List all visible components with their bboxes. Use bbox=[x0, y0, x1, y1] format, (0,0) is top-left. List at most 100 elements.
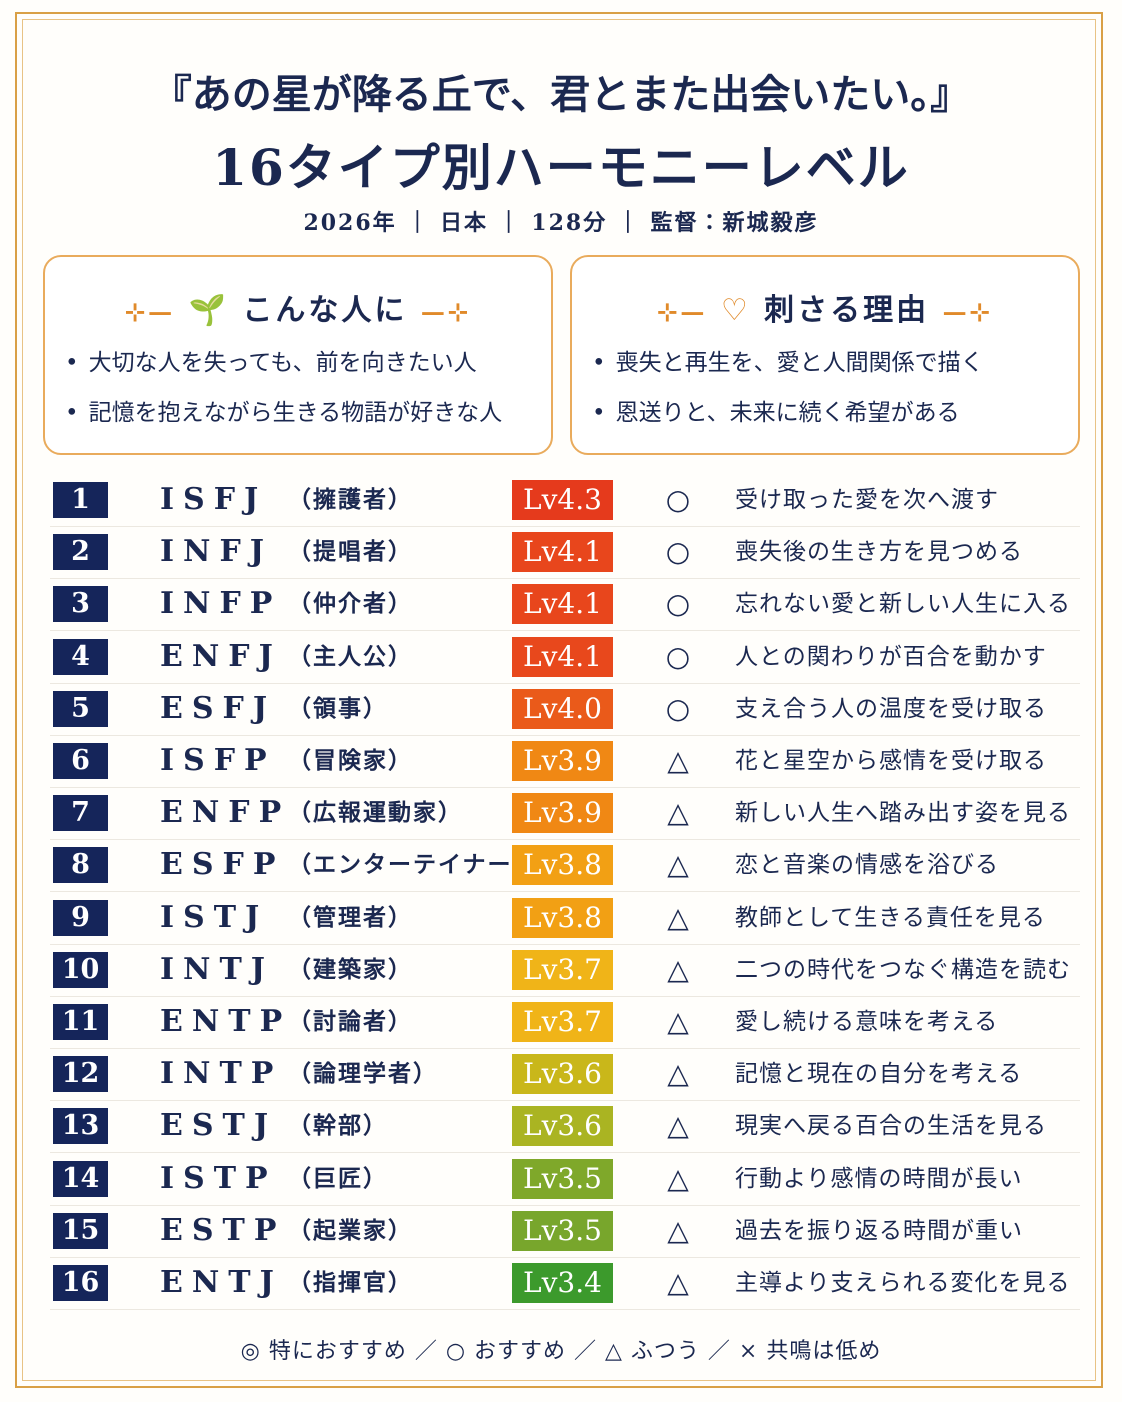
rating-mark: △ bbox=[667, 1057, 689, 1091]
ranking-row: 14 ISTP （巨匠） Lv3.5 △ 行動より感情の時間が長い bbox=[50, 1153, 1080, 1206]
type-code: ISTJ bbox=[160, 899, 269, 935]
type-role: （建築家） bbox=[288, 955, 413, 983]
level-badge: Lv4.1 bbox=[512, 532, 613, 573]
level-badge: Lv3.5 bbox=[512, 1158, 613, 1199]
box-item: 喪失と再生を、愛と人間関係で描く bbox=[592, 343, 984, 393]
rank-badge: 1 bbox=[53, 482, 108, 518]
frame-inner bbox=[22, 19, 1096, 1381]
type-code: INTP bbox=[160, 1056, 283, 1092]
type-code: INFP bbox=[160, 586, 282, 622]
rank-badge: 16 bbox=[53, 1265, 108, 1301]
level-badge: Lv3.7 bbox=[512, 949, 613, 990]
type-role: （指揮官） bbox=[288, 1269, 413, 1296]
rank-badge: 2 bbox=[53, 534, 108, 571]
type-code: INTJ bbox=[160, 951, 274, 987]
comment: 行動より感情の時間が長い bbox=[735, 1165, 1023, 1192]
comment: 支え合う人の温度を受け取る bbox=[735, 695, 1047, 722]
type-role: （擁護者） bbox=[288, 486, 413, 513]
comment: 二つの時代をつなぐ構造を読む bbox=[735, 956, 1071, 983]
level-badge: Lv4.1 bbox=[512, 584, 613, 625]
type-code: ESFJ bbox=[160, 690, 277, 726]
rank-badge: 6 bbox=[53, 743, 108, 779]
rating-mark: △ bbox=[667, 952, 689, 986]
ranking-row: 6 ISFP （冒険家） Lv3.9 △ 花と星空から感情を受け取る bbox=[50, 735, 1080, 788]
box: ⊹— 🌱 こんな人に —⊹ 大切な人を失っても、前を向きたい人 記憶を抱えながら… bbox=[43, 255, 553, 455]
ranking-row: 4 ENFJ （主人公） Lv4.1 ○ 人との関わりが百合を動かす bbox=[50, 631, 1080, 684]
comment: 教師として生きる責任を見る bbox=[735, 904, 1046, 931]
comment: 新しい人生へ踏み出す姿を見る bbox=[735, 800, 1071, 827]
ranking-row: 11 ENTP （討論者） Lv3.7 △ 愛し続ける意味を考える bbox=[50, 996, 1080, 1049]
comment: 恋と音楽の情感を浴びる bbox=[735, 852, 999, 879]
rating-mark: △ bbox=[667, 796, 689, 830]
type-role: （起業家） bbox=[288, 1216, 413, 1244]
type-code: ESTJ bbox=[160, 1108, 278, 1144]
legend: ◎ 特におすすめ ／ ○ おすすめ ／ △ ふつう ／ × 共鳴は低め bbox=[240, 1339, 882, 1364]
rank-badge: 9 bbox=[53, 899, 108, 936]
type-role: （管理者） bbox=[288, 903, 413, 931]
comment: 花と星空から感情を受け取る bbox=[735, 748, 1047, 774]
type-role: （幹部） bbox=[288, 1112, 388, 1140]
type-code: ESTP bbox=[160, 1212, 286, 1248]
subtitle: 16タイプ別ハーモニーレベル bbox=[212, 138, 910, 197]
box: ⊹— ♡ 刺さる理由 —⊹ 喪失と再生を、愛と人間関係で描く 恩送りと、未来に続… bbox=[570, 255, 1080, 455]
type-role: （領事） bbox=[288, 694, 388, 722]
comment: 過去を振り返る時間が重い bbox=[735, 1217, 1023, 1244]
box-header: ⊹— 🌱 こんな人に —⊹ bbox=[125, 293, 471, 328]
rating-mark: ○ bbox=[665, 483, 691, 516]
rating-mark: △ bbox=[667, 1109, 689, 1143]
ranking-row: 12 INTP （論理学者） Lv3.6 △ 記憶と現在の自分を考える bbox=[50, 1048, 1080, 1102]
type-code: ISFP bbox=[160, 743, 276, 778]
type-role: （討論者） bbox=[288, 1008, 413, 1035]
box-list: 大切な人を失っても、前を向きたい人 記憶を抱えながら生きる物語が好きな人 bbox=[65, 343, 503, 443]
type-code: ENTP bbox=[160, 1004, 292, 1039]
rank-badge: 10 bbox=[53, 951, 108, 988]
rank-badge: 5 bbox=[53, 690, 108, 727]
type-code: ISFJ bbox=[160, 482, 268, 517]
rank-badge: 15 bbox=[53, 1212, 108, 1249]
box-header: ⊹— ♡ 刺さる理由 —⊹ bbox=[657, 293, 993, 328]
type-role: （論理学者） bbox=[288, 1060, 438, 1088]
ranking-row: 7 ENFP （広報運動家） Lv3.9 △ 新しい人生へ踏み出す姿を見る bbox=[50, 787, 1080, 841]
type-role: （仲介者） bbox=[288, 590, 413, 618]
type-role: （冒険家） bbox=[288, 747, 413, 774]
ranking-row: 8 ESFP （エンターテイナー） Lv3.8 △ 恋と音楽の情感を浴びる bbox=[50, 839, 1080, 893]
rank-badge: 4 bbox=[53, 638, 108, 675]
type-code: INFJ bbox=[160, 534, 273, 570]
comment: 現実へ戻る百合の生活を見る bbox=[735, 1113, 1047, 1140]
box-item: 恩送りと、未来に続く希望がある bbox=[592, 393, 984, 443]
type-role: （提唱者） bbox=[288, 538, 413, 566]
level-badge: Lv4.3 bbox=[512, 480, 613, 520]
ranking-row: 9 ISTJ （管理者） Lv3.8 △ 教師として生きる責任を見る bbox=[50, 892, 1080, 945]
level-badge: Lv3.6 bbox=[512, 1054, 613, 1095]
ranking-row: 5 ESFJ （領事） Lv4.0 ○ 支え合う人の温度を受け取る bbox=[50, 683, 1080, 736]
type-code: ESFP bbox=[160, 847, 285, 883]
comment: 忘れない愛と新しい人生に入る bbox=[735, 591, 1071, 618]
level-badge: Lv4.1 bbox=[512, 636, 613, 677]
level-badge: Lv4.0 bbox=[512, 688, 613, 729]
comment: 喪失後の生き方を見つめる bbox=[735, 539, 1023, 566]
rank-badge: 3 bbox=[53, 586, 108, 623]
box-title: こんな人に bbox=[242, 293, 408, 328]
type-role: （巨匠） bbox=[288, 1164, 388, 1192]
comment: 受け取った愛を次へ渡す bbox=[735, 487, 999, 513]
box-item: 記憶を抱えながら生きる物語が好きな人 bbox=[65, 393, 503, 443]
comment: 記憶と現在の自分を考える bbox=[735, 1061, 1023, 1088]
level-badge: Lv3.8 bbox=[512, 897, 613, 938]
level-badge: Lv3.8 bbox=[512, 845, 613, 886]
level-badge: Lv3.4 bbox=[512, 1263, 613, 1303]
ranking-row: 10 INTJ （建築家） Lv3.7 △ 二つの時代をつなぐ構造を読む bbox=[50, 944, 1080, 997]
type-role: （広報運動家） bbox=[288, 799, 463, 827]
rating-mark: ○ bbox=[665, 691, 691, 725]
rating-mark: △ bbox=[667, 1005, 689, 1038]
type-code: ENTJ bbox=[160, 1265, 283, 1300]
ranking-row: 3 INFP （仲介者） Lv4.1 ○ 忘れない愛と新しい人生に入る bbox=[50, 578, 1080, 632]
meta: 2026年 ｜ 日本 ｜ 128分 ｜ 監督：新城毅彦 bbox=[303, 210, 819, 236]
type-code: ISTP bbox=[160, 1160, 277, 1196]
comment: 人との関わりが百合を動かす bbox=[735, 643, 1047, 670]
type-code: ENFJ bbox=[160, 638, 282, 674]
rating-mark: ○ bbox=[665, 639, 691, 673]
level-badge: Lv3.6 bbox=[512, 1106, 613, 1147]
rank-badge: 12 bbox=[53, 1056, 108, 1093]
type-code: ENFP bbox=[160, 795, 291, 831]
